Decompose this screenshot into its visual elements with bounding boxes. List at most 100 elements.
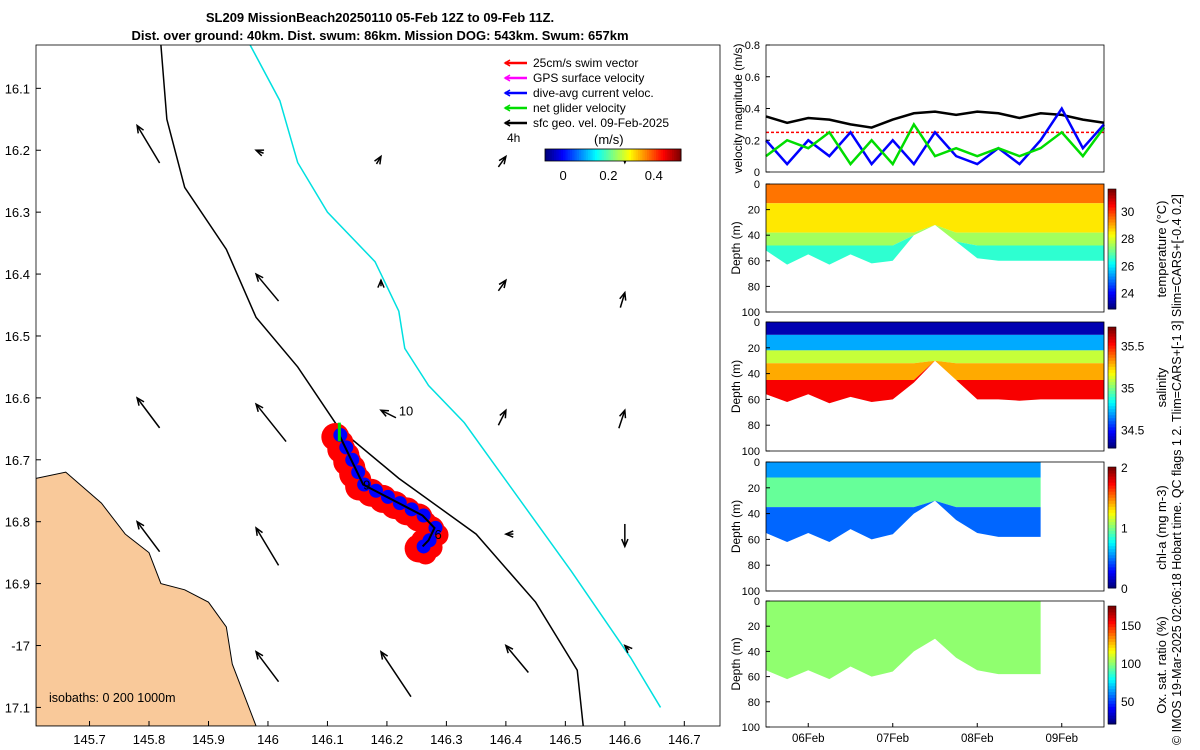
depth-ytick-label: 40 — [748, 646, 760, 658]
depth-colorbar-cell — [1108, 694, 1116, 698]
depth-colorbar-tick: 26 — [1121, 259, 1135, 273]
depth-ytick-label: 60 — [748, 534, 760, 546]
map-ytick-label: 16.3 — [5, 205, 30, 220]
sfc-vector-14 — [136, 521, 161, 553]
sfc-vector-10 — [255, 403, 287, 443]
depth-frame — [765, 600, 1105, 728]
map-ytick-label: 16.2 — [5, 143, 30, 158]
map-xtick-label: 146.6 — [609, 732, 642, 747]
map-ytick-label: 16.5 — [5, 329, 30, 344]
map-colorbar-cell — [642, 149, 646, 161]
depth-ytick-label: 100 — [742, 722, 760, 734]
legend-label-2: dive-avg current veloc. — [533, 86, 654, 100]
depth-colorbar-cell — [1108, 542, 1116, 547]
map-colorbar-cell — [615, 149, 619, 161]
depth-colorbar-cell — [1108, 485, 1116, 489]
map-panel: 10 9 6 145.7 145.8 145.9 146 146.1 146.2 146.3 146… — [5, 44, 721, 747]
sfc-vector-head-3 — [498, 154, 507, 165]
velocity-series-3 — [765, 121, 1106, 167]
depth-colorbar-cell — [1108, 357, 1116, 361]
depth-ytick-label: 0 — [754, 317, 760, 329]
depth-colorbar-cell — [1108, 572, 1116, 577]
depth-colorbar-cell — [1108, 372, 1116, 376]
depth-ytick-label: 20 — [748, 343, 760, 355]
depth-colorbar-cell — [1108, 333, 1116, 337]
map-colorbar-cell — [656, 149, 659, 161]
depth-colorbar-cell — [1108, 438, 1116, 443]
depth-colorbar-cell — [1108, 279, 1116, 283]
map-colorbar-cell — [556, 149, 560, 161]
depth-colorbar-cell — [1108, 231, 1116, 235]
depth-panel-2: 0 20 40 60 80 100 Depth (m) 0 1 2 chl-a (mg m-3) — [729, 457, 1169, 598]
map-colorbar-cell — [551, 149, 555, 161]
depth-colorbar-cell — [1108, 662, 1116, 666]
isobaths-label: isobaths: 0 200 1000m — [49, 691, 175, 705]
depth-ytick-label: 40 — [748, 230, 760, 242]
depth-colorbar-cell — [1108, 423, 1116, 428]
depth-ytick-label: 20 — [748, 483, 760, 495]
depth-colorbar-tick: 0 — [1121, 582, 1128, 596]
map-colorbar-cell — [617, 149, 621, 161]
depth-colorbar-cell — [1108, 476, 1116, 480]
depth-colorbar-cell — [1108, 545, 1116, 550]
sfc-vector-head-16 — [503, 530, 514, 538]
depth-ytick-label: 60 — [748, 256, 760, 268]
map-colorbar-cell — [576, 149, 580, 161]
isobath-200 — [160, 45, 584, 726]
map-xtick-label: 146.7 — [668, 732, 701, 747]
map-colorbar-cell — [622, 149, 625, 161]
depth-colorbar-cell — [1108, 653, 1116, 657]
map-colorbar-cell — [597, 149, 600, 161]
map-ytick-label: -17 — [11, 639, 30, 654]
map-plot-area: 10 9 6 — [36, 45, 662, 726]
map-xtick-label: 146.3 — [430, 732, 463, 747]
map-colorbar-cell — [565, 149, 569, 161]
depth-layer-2 — [766, 500, 1041, 542]
depth-colorbar-cell — [1108, 342, 1116, 346]
depth-colorbar-cell — [1108, 444, 1116, 449]
depth-colorbar-cell — [1108, 491, 1116, 495]
map-ytick-label: 16.6 — [5, 391, 30, 406]
depth-colorbar-cell — [1108, 557, 1116, 562]
depth-colorbar-cell — [1108, 632, 1116, 636]
depth-colorbar-cell — [1108, 267, 1116, 271]
legend-label-1: GPS surface velocity — [533, 71, 644, 85]
depth-colorbar-cell — [1108, 375, 1116, 379]
depth-colorbar-cell — [1108, 417, 1116, 422]
depth-colorbar-cell — [1108, 360, 1116, 364]
sfc-vectors — [135, 123, 633, 698]
map-colorbar-cell — [678, 149, 682, 161]
legend-arrowhead-4 — [503, 119, 511, 127]
depth-colorbar-label: Ox. sat. ratio (%) — [1154, 616, 1169, 714]
sfc-vector-head-20 — [504, 644, 514, 654]
depth-colorbar-cell — [1108, 488, 1116, 492]
depth-layer-2 — [766, 350, 1104, 364]
depth-colorbar-cell — [1108, 351, 1116, 355]
map-ytick-label: 16.7 — [5, 453, 30, 468]
depth-colorbar-cell — [1108, 387, 1116, 392]
depth-colorbar-tick: 1 — [1121, 522, 1128, 536]
depth-colorbar-cell — [1108, 611, 1116, 616]
depth-layer-3 — [766, 360, 1104, 381]
depth-colorbar-cell — [1108, 626, 1116, 631]
colorbar-unit: (m/s) — [594, 132, 624, 147]
depth-colorbar-cell — [1108, 441, 1116, 446]
sfc-vector-head-2 — [374, 154, 382, 165]
sfc-vector-head-21 — [623, 644, 633, 654]
map-colorbar-cell — [667, 149, 671, 161]
depth-colorbar-tick: 50 — [1121, 695, 1135, 709]
depth-colorbar-cell — [1108, 563, 1116, 568]
depth-colorbar-cell — [1108, 237, 1116, 241]
depth-colorbar-cell — [1108, 216, 1116, 220]
depth-colorbar-cell — [1108, 482, 1116, 486]
depth-ytick-label: 0 — [754, 596, 760, 608]
depth-colorbar-cell — [1108, 506, 1116, 510]
depth-colorbar-cell — [1108, 300, 1116, 304]
map-colorbar-cell — [579, 149, 582, 161]
depth-layer-3 — [766, 224, 1104, 265]
depth-colorbar-cell — [1108, 575, 1116, 580]
depth-colorbar-cell — [1108, 363, 1116, 367]
depth-colorbar-cell — [1108, 697, 1116, 701]
depth-colorbar-cell — [1108, 369, 1116, 373]
